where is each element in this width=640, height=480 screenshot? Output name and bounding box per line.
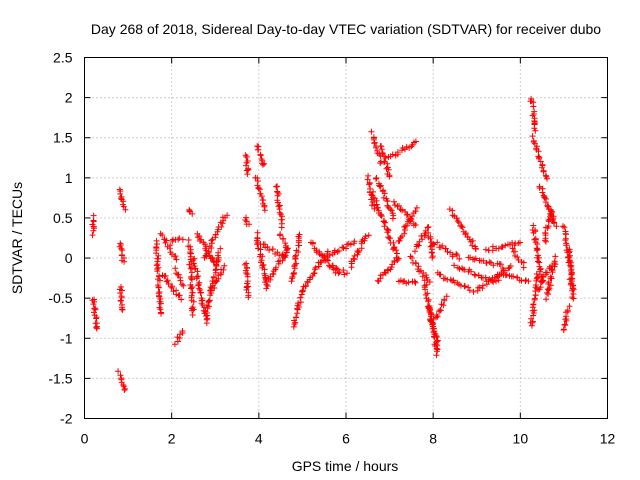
data-point-cluster: [424, 303, 441, 349]
x-tick-label: 0: [81, 431, 89, 447]
x-tick-label: 8: [429, 431, 437, 447]
data-point-cluster: [273, 183, 286, 231]
data-point-cluster: [242, 152, 252, 178]
x-tick-label: 12: [600, 431, 616, 447]
data-point-cluster: [329, 262, 350, 278]
y-tick-label: -1.5: [48, 370, 72, 386]
data-point-cluster: [465, 254, 506, 272]
x-tick-labels: 0 2 4 6 8 10 12: [81, 431, 616, 447]
data-point-cluster: [430, 293, 450, 327]
data-point-cluster: [89, 212, 97, 239]
data-point-cluster: [446, 206, 479, 252]
data-point-cluster: [370, 188, 401, 261]
data-point-cluster: [535, 262, 555, 293]
data-point-cluster: [241, 260, 252, 301]
y-tick-label: -1: [60, 330, 73, 346]
data-point-cluster: [254, 143, 268, 168]
data-point-cluster: [364, 172, 378, 212]
data-point-cluster: [263, 247, 290, 285]
data-point-cluster: [395, 204, 420, 245]
data-point-cluster: [509, 245, 527, 271]
data-point-cluster: [377, 143, 393, 180]
data-point-cluster: [186, 206, 196, 217]
y-tick-label: -2: [60, 411, 73, 427]
data-point-cluster: [385, 138, 419, 160]
data-point-cluster: [322, 238, 358, 263]
data-point-cluster: [252, 174, 268, 214]
y-tick-label: -0.5: [48, 290, 72, 306]
data-point-cluster: [171, 328, 186, 348]
data-point-cluster: [396, 277, 419, 287]
grid-lines: [84, 57, 608, 419]
x-axis-label: GPS time / hours: [292, 458, 399, 474]
data-point-cluster: [560, 303, 573, 333]
y-tick-label: 0: [65, 250, 73, 266]
data-point-cluster: [542, 208, 555, 245]
data-point-cluster: [172, 265, 187, 289]
data-point-cluster: [543, 253, 559, 303]
data-point-cluster: [547, 206, 560, 230]
data-point-cluster: [474, 263, 514, 294]
data-point-cluster: [290, 288, 306, 330]
y-tick-label: 1.5: [53, 130, 73, 146]
data-point-cluster: [242, 214, 252, 228]
data-point-cluster: [159, 272, 185, 303]
data-point-cluster: [115, 368, 129, 393]
data-point-cluster: [89, 296, 100, 332]
y-tick-label: 2.5: [53, 50, 73, 66]
plot-frame: [84, 57, 608, 419]
data-point-cluster: [348, 232, 372, 271]
y-tick-label: 2: [65, 90, 73, 106]
data-point-cluster: [412, 224, 432, 255]
x-tick-label: 2: [168, 431, 176, 447]
x-tick-label: 10: [513, 431, 529, 447]
data-point-cluster: [207, 262, 228, 294]
data-point-cluster: [299, 248, 331, 294]
data-point-cluster: [374, 255, 402, 285]
data-point-cluster: [373, 175, 397, 222]
data-point-cluster: [529, 222, 546, 285]
data-point-cluster: [527, 271, 542, 329]
data-point-cluster: [116, 283, 126, 313]
data-point-cluster: [434, 269, 477, 295]
y-axis-label: SDTVAR / TECUs: [9, 182, 25, 294]
y-tick-labels: -2 -1.5 -1 -0.5 0 0.5 1 1.5 2 2.5: [48, 50, 72, 427]
data-point-cluster: [169, 235, 186, 244]
data-point-cluster: [494, 271, 532, 285]
data-point-cluster: [430, 239, 463, 262]
data-points: [89, 95, 577, 393]
data-point-cluster: [185, 237, 197, 318]
data-point-cluster: [425, 229, 436, 261]
data-point-cluster: [116, 240, 128, 265]
data-point-cluster: [276, 231, 291, 253]
y-tick-label: 0.5: [53, 210, 73, 226]
y-tick-label: 1: [65, 170, 73, 186]
x-tick-label: 4: [255, 431, 263, 447]
data-point-cluster: [288, 231, 303, 285]
data-point-cluster: [482, 239, 523, 254]
data-point-cluster: [566, 270, 577, 302]
data-point-cluster: [201, 212, 231, 261]
data-point-cluster: [153, 237, 165, 317]
data-point-cluster: [559, 223, 575, 269]
x-tick-label: 6: [342, 431, 350, 447]
chart-title: Day 268 of 2018, Sidereal Day-to-day VTE…: [91, 21, 601, 37]
data-point-cluster: [529, 133, 550, 182]
data-point-cluster: [157, 230, 180, 263]
data-point-cluster: [527, 95, 539, 134]
data-point-cluster: [116, 186, 129, 213]
